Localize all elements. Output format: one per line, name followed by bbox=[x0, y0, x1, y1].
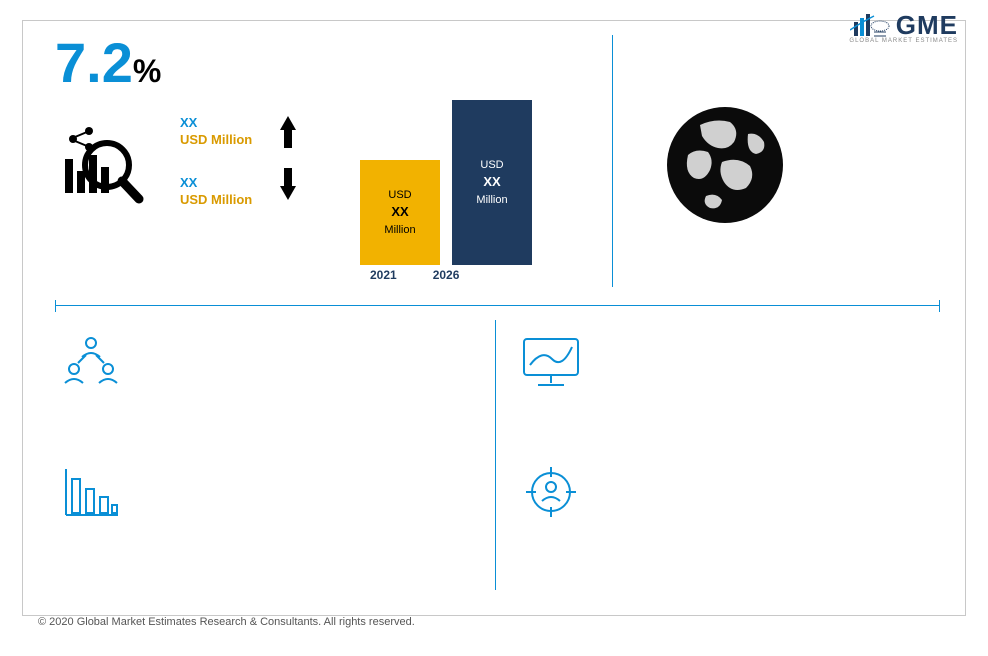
cagr-value: 7.2% bbox=[55, 30, 161, 95]
vertical-divider-bottom bbox=[495, 320, 496, 590]
logo-text: GME bbox=[896, 10, 958, 41]
cagr-suffix: % bbox=[133, 53, 161, 89]
bar-2021: USD XX Million bbox=[360, 160, 440, 265]
stat-low-usd: USD Million bbox=[180, 192, 252, 207]
bar-2026-value: XX bbox=[456, 174, 528, 191]
arrow-down-icon bbox=[280, 186, 296, 200]
year-2026: 2026 bbox=[433, 268, 460, 282]
bar-chart-icon bbox=[60, 465, 122, 525]
stat-high-xx: XX bbox=[180, 115, 252, 130]
bar-2026-currency: USD bbox=[456, 158, 528, 172]
stat-low-xx: XX bbox=[180, 175, 252, 190]
logo-subtext: GLOBAL MARKET ESTIMATES bbox=[849, 38, 958, 44]
bar-2026-unit: Million bbox=[456, 193, 528, 207]
bar-2026: USD XX Million bbox=[452, 100, 532, 265]
market-size-chart: USD XX Million USD XX Million bbox=[360, 90, 540, 265]
stat-low: XX USD Million bbox=[180, 175, 252, 207]
logo-mark-icon bbox=[850, 12, 890, 40]
stat-high: XX USD Million bbox=[180, 115, 252, 147]
analytics-icon bbox=[55, 125, 145, 220]
year-axis: 2021 2026 bbox=[370, 268, 459, 282]
bar-2021-unit: Million bbox=[364, 223, 436, 237]
brand-logo: GME bbox=[850, 10, 958, 41]
copyright-text: © 2020 Global Market Estimates Research … bbox=[38, 616, 415, 628]
globe-icon bbox=[660, 100, 790, 235]
team-icon bbox=[60, 335, 122, 395]
monitor-growth-icon bbox=[520, 335, 582, 395]
stat-high-usd: USD Million bbox=[180, 132, 252, 147]
vertical-divider-top bbox=[612, 35, 613, 287]
arrow-up-icon bbox=[280, 116, 296, 130]
year-2021: 2021 bbox=[370, 268, 397, 282]
bar-2021-currency: USD bbox=[364, 188, 436, 202]
target-user-icon bbox=[520, 465, 582, 525]
section-divider bbox=[55, 300, 940, 312]
bar-2021-value: XX bbox=[364, 204, 436, 221]
cagr-number: 7.2 bbox=[55, 31, 133, 94]
